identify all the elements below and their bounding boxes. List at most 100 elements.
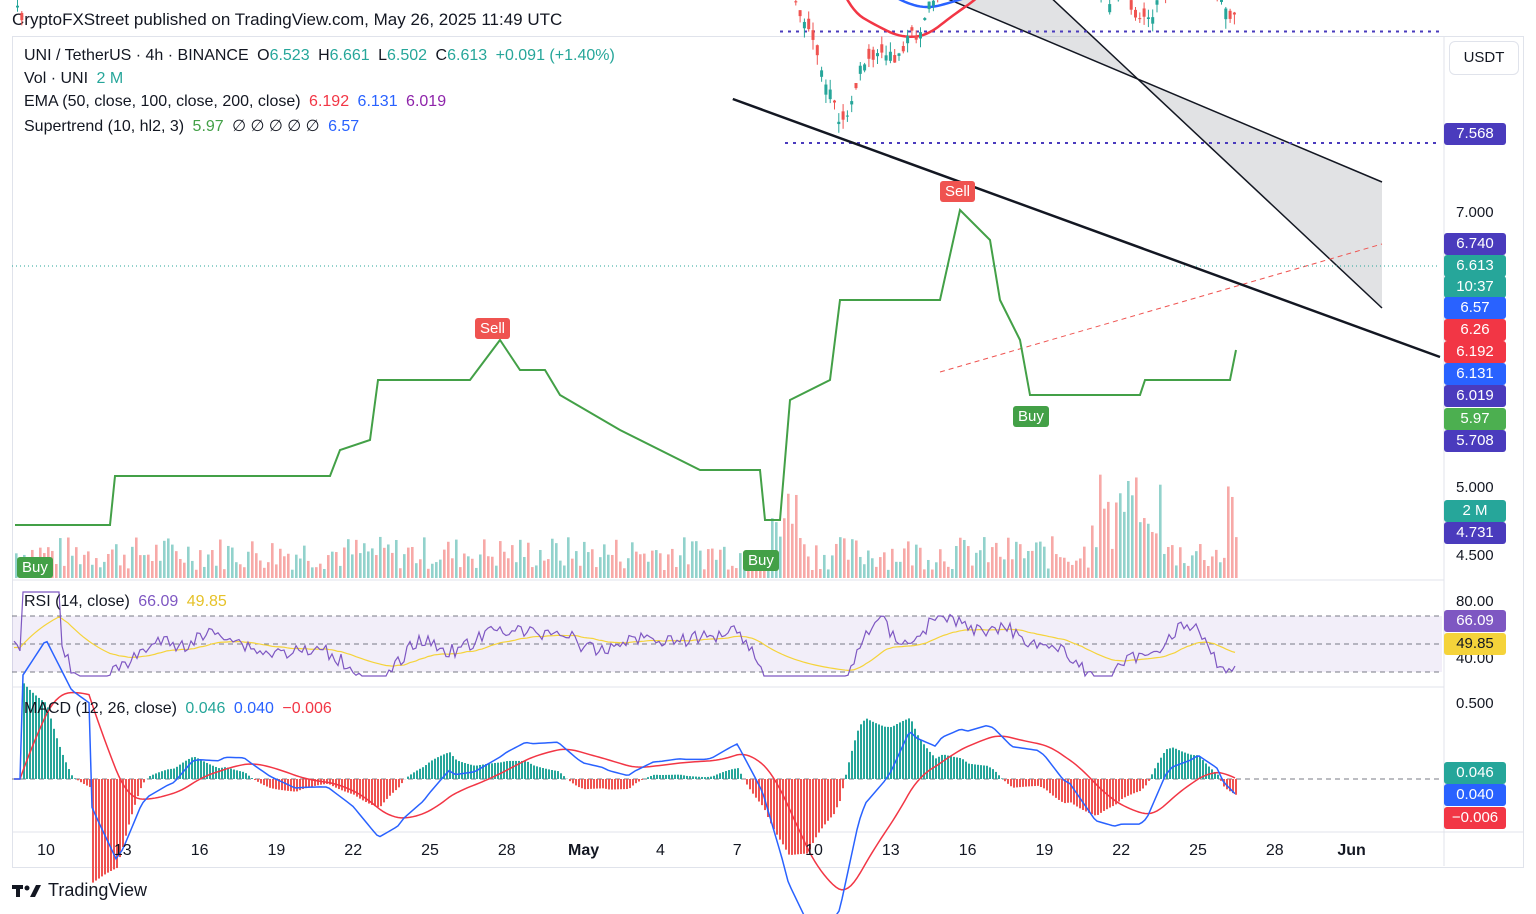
volume-bar	[943, 561, 946, 578]
macd-hist-bar	[713, 775, 715, 779]
x-tick-label: 25	[1189, 842, 1207, 859]
macd-hist-bar	[32, 692, 34, 779]
volume-bar	[899, 561, 902, 578]
macd-hist-bar	[248, 775, 250, 779]
macd-hist-bar	[374, 779, 376, 807]
volume-bar	[1123, 511, 1126, 578]
volume-bar	[1047, 568, 1050, 578]
macd-hist-bar	[749, 779, 751, 790]
macd-hist-bar	[302, 779, 304, 790]
macd-hist-bar	[890, 727, 892, 779]
macd-hist-bar	[677, 774, 679, 779]
macd-label[interactable]: MACD (12, 26, close)	[24, 700, 177, 717]
volume-bar	[863, 564, 866, 578]
macd-hist-bar	[902, 720, 904, 779]
macd-hist-bar	[203, 761, 205, 779]
volume-bar	[967, 546, 970, 578]
macd-hist-bar	[755, 779, 757, 798]
volume-bar	[1131, 495, 1134, 578]
macd-hist-bar	[1145, 779, 1147, 786]
candle-body	[880, 44, 884, 53]
macd-hist-bar	[227, 767, 229, 779]
macd-hist-bar	[269, 779, 271, 788]
macd-hist-bar	[194, 757, 196, 779]
macd-hist-bar	[851, 750, 853, 779]
macd-hist-bar	[629, 779, 631, 789]
macd-hist-bar	[593, 779, 595, 789]
macd-hist-bar	[242, 771, 244, 779]
macd-hist-bar	[380, 779, 382, 807]
macd-hist-bar	[920, 739, 922, 779]
volume-bar	[435, 562, 438, 578]
macd-hist-bar	[359, 779, 361, 799]
macd-hist-bar	[545, 768, 547, 779]
candle-body	[807, 18, 811, 30]
macd-hist-bar	[725, 771, 727, 779]
macd-hist-bar	[431, 760, 433, 779]
macd-hist-bar	[290, 779, 292, 792]
volume-bar	[687, 564, 690, 578]
candle-body	[820, 70, 824, 77]
candle-body	[833, 100, 836, 103]
volume-bar	[67, 537, 70, 578]
candle-body	[893, 55, 897, 63]
macd-hist-bar	[599, 779, 601, 789]
volume-bar	[331, 551, 334, 578]
candle-body	[867, 48, 871, 59]
volume-bar	[627, 558, 630, 578]
price-axis-tag: 6.131	[1444, 363, 1506, 385]
macd-hist-bar	[50, 718, 52, 779]
brand-logo[interactable]: TradingView	[12, 880, 147, 901]
macd-hist-bar	[671, 774, 673, 779]
brand-name: TradingView	[48, 880, 148, 900]
macd-hist-bar	[353, 779, 355, 795]
macd-hist-bar	[659, 774, 661, 779]
macd-hist-bar	[1175, 748, 1177, 779]
volume-bar	[987, 562, 990, 578]
macd-hist-bar	[476, 765, 478, 779]
supertrend-label[interactable]: Supertrend (10, hl2, 3)	[24, 118, 185, 135]
volume-bar	[955, 545, 958, 578]
volume-bar	[831, 555, 834, 578]
candle-body	[897, 53, 901, 56]
macd-hist-bar	[617, 779, 619, 790]
volume-bar	[475, 567, 478, 578]
macd-hist-bar	[1043, 779, 1045, 789]
ema-label[interactable]: EMA (50, close, 100, close, 200, close)	[24, 93, 301, 110]
x-tick-label: 16	[190, 842, 209, 859]
currency-button[interactable]: USDT	[1449, 41, 1519, 75]
macd-hist-bar	[683, 775, 685, 779]
macd-hist-bar	[509, 760, 511, 779]
macd-hist-bar	[467, 763, 469, 779]
symbol-title[interactable]: UNI / TetherUS · 4h · BINANCE	[24, 47, 249, 64]
volume-bar	[395, 539, 398, 578]
volume-bar	[1203, 560, 1206, 578]
rsi-ma-line	[13, 616, 1236, 671]
candle-body	[1146, 17, 1150, 20]
macd-hist-bar	[557, 771, 559, 779]
macd-hist-bar	[866, 718, 868, 779]
volume-bar	[591, 549, 594, 578]
volume-bar	[183, 562, 186, 578]
macd-hist-bar	[857, 730, 859, 779]
volume-bar	[1163, 553, 1166, 578]
rsi-label[interactable]: RSI (14, close)	[24, 593, 130, 610]
volume-bar	[303, 545, 306, 578]
macd-hist-bar	[1217, 774, 1219, 779]
candle-body	[1151, 17, 1155, 24]
volume-bar	[1183, 563, 1186, 578]
volume-bar	[979, 550, 982, 578]
volume-bar	[795, 494, 798, 578]
volume-bar	[279, 548, 282, 578]
macd-hist-bar	[80, 779, 82, 783]
macd-hist-bar	[230, 768, 232, 779]
volume-bar	[619, 561, 622, 578]
volume-bar	[551, 538, 554, 578]
macd-hist-bar	[944, 754, 946, 779]
volume-bar	[411, 546, 414, 578]
macd-hist-bar	[266, 779, 268, 787]
macd-hist-bar	[770, 779, 772, 824]
macd-hist-bar	[881, 725, 883, 779]
volume-label[interactable]: Vol · UNI	[24, 70, 89, 87]
